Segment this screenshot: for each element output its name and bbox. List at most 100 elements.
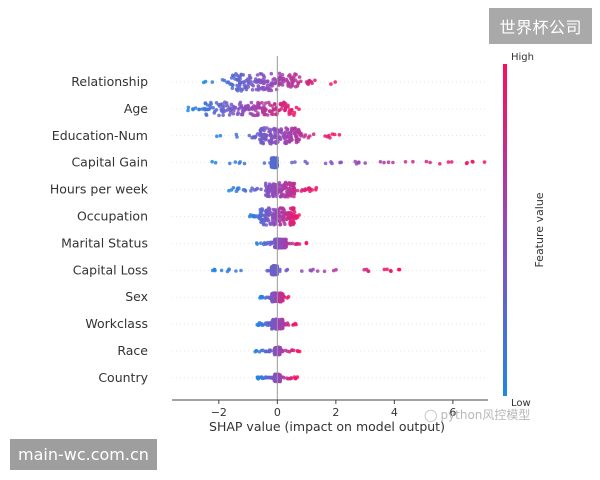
- shap-point: [258, 105, 262, 110]
- shap-point: [237, 186, 241, 190]
- shap-point: [471, 160, 475, 164]
- shap-point: [259, 241, 263, 245]
- shap-point: [263, 181, 268, 186]
- shap-point: [311, 132, 316, 136]
- shap-point: [253, 77, 258, 81]
- shap-point: [284, 77, 289, 82]
- shap-point: [271, 194, 276, 199]
- shap-point: [268, 221, 273, 226]
- watermark-bottom-left: main-wc.com.cn: [10, 439, 157, 470]
- feature-row-points: [227, 180, 319, 199]
- shap-point: [264, 241, 269, 246]
- shap-point: [283, 107, 288, 111]
- shap-point: [244, 87, 249, 92]
- shap-point: [238, 100, 243, 105]
- beeswarm-plot-area: [172, 71, 488, 384]
- shap-point: [231, 111, 236, 116]
- shap-point: [273, 212, 277, 217]
- shap-point: [261, 141, 266, 146]
- shap-point: [391, 160, 395, 165]
- shap-point: [246, 79, 251, 83]
- shap-point: [193, 106, 198, 110]
- shap-point: [260, 110, 265, 115]
- shap-point: [258, 128, 263, 133]
- feature-row-points: [215, 126, 342, 146]
- feature-row-points: [258, 291, 291, 304]
- shap-point: [288, 241, 293, 246]
- shap-point: [291, 207, 295, 211]
- shap-point: [281, 186, 286, 190]
- shap-point: [293, 160, 297, 164]
- feature-label: Country: [98, 370, 148, 385]
- shap-point: [239, 105, 244, 110]
- shap-point: [269, 71, 274, 76]
- shap-point: [382, 267, 387, 272]
- shap-point: [242, 109, 246, 113]
- shap-point: [270, 322, 274, 326]
- feature-row-points: [247, 206, 301, 227]
- shap-point: [227, 107, 231, 111]
- shap-point: [263, 193, 268, 197]
- shap-point: [244, 78, 248, 83]
- shap-point: [291, 322, 296, 327]
- shap-point: [258, 80, 263, 85]
- shap-point: [270, 104, 275, 108]
- shap-point: [322, 269, 327, 274]
- shap-point: [396, 267, 401, 272]
- shap-point: [278, 102, 283, 107]
- shap-point: [261, 222, 266, 227]
- shap-point: [255, 73, 260, 77]
- shap-point: [403, 160, 408, 164]
- feature-label: Workclass: [85, 316, 148, 331]
- shap-point: [285, 135, 290, 139]
- x-tick-label: 0: [274, 406, 281, 419]
- shap-point: [288, 181, 293, 185]
- shap-point: [259, 375, 263, 380]
- shap-point: [228, 82, 232, 86]
- shap-point: [259, 294, 264, 299]
- shap-point: [210, 80, 215, 84]
- shap-point: [229, 76, 234, 80]
- shap-point: [280, 295, 285, 300]
- shap-point: [284, 194, 288, 198]
- shap-point: [265, 321, 270, 325]
- x-tick-label: 2: [332, 406, 339, 419]
- shap-point: [290, 138, 294, 142]
- shap-point: [286, 105, 290, 109]
- shap-point: [258, 137, 262, 142]
- feature-label: Age: [124, 101, 148, 116]
- shap-point: [214, 101, 219, 105]
- shap-point: [290, 220, 294, 225]
- shap-point: [272, 160, 276, 165]
- shap-point: [228, 161, 232, 166]
- shap-point: [424, 159, 429, 164]
- shap-point: [235, 112, 240, 117]
- shap-point: [253, 104, 258, 109]
- shap-point: [329, 82, 333, 86]
- shap-point: [212, 267, 217, 272]
- shap-point: [285, 376, 289, 381]
- shap-point: [259, 209, 264, 214]
- shap-point: [201, 80, 206, 85]
- y-axis-labels: Relationship Age Education-Num Capital Gain…: [50, 74, 149, 385]
- shap-point: [235, 135, 239, 139]
- shap-point: [211, 106, 215, 110]
- shap-point: [273, 346, 277, 351]
- shap-point: [261, 85, 266, 90]
- shap-point: [214, 108, 219, 112]
- shap-point: [278, 323, 282, 328]
- shap-point: [282, 245, 287, 249]
- shap-point: [428, 160, 432, 165]
- shap-point: [305, 81, 310, 85]
- shap-point: [267, 100, 271, 105]
- shap-point: [285, 349, 290, 354]
- feature-label: Sex: [125, 289, 148, 304]
- shap-point: [273, 216, 278, 221]
- shap-point: [287, 189, 292, 194]
- shap-point: [337, 133, 342, 137]
- shap-point: [278, 222, 283, 227]
- shap-point: [247, 133, 252, 138]
- shap-point: [304, 241, 309, 246]
- shap-point: [267, 139, 271, 143]
- shap-point: [294, 138, 299, 143]
